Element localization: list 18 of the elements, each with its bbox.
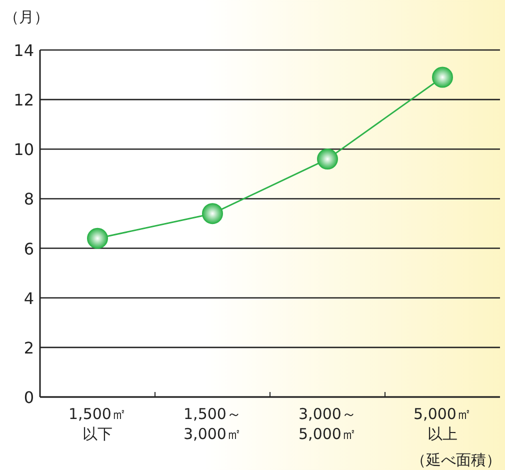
- x-tick-label: 1,500～3,000㎡: [184, 405, 242, 443]
- y-axis-title: （月）: [4, 8, 49, 26]
- x-axis-title: （延べ面積）: [411, 451, 501, 469]
- x-tick-label: 5,000㎡以上: [414, 405, 472, 443]
- y-tick-label: 8: [24, 190, 34, 209]
- y-tick-label: 4: [24, 288, 34, 308]
- y-tick-label: 2: [24, 338, 34, 358]
- point: [317, 148, 338, 170]
- point: [432, 66, 453, 88]
- y-tick-label: 10: [14, 140, 34, 160]
- point: [87, 228, 108, 249]
- x-tick-label: 1,500㎡以下: [68, 405, 126, 443]
- y-tick-label: 0: [24, 388, 34, 407]
- point: [202, 203, 223, 224]
- y-tick-label: 14: [14, 41, 34, 60]
- x-tick-label: 3,000～5,000㎡: [298, 405, 356, 443]
- y-tick-label: 12: [14, 90, 34, 110]
- y-tick-label: 6: [24, 239, 34, 258]
